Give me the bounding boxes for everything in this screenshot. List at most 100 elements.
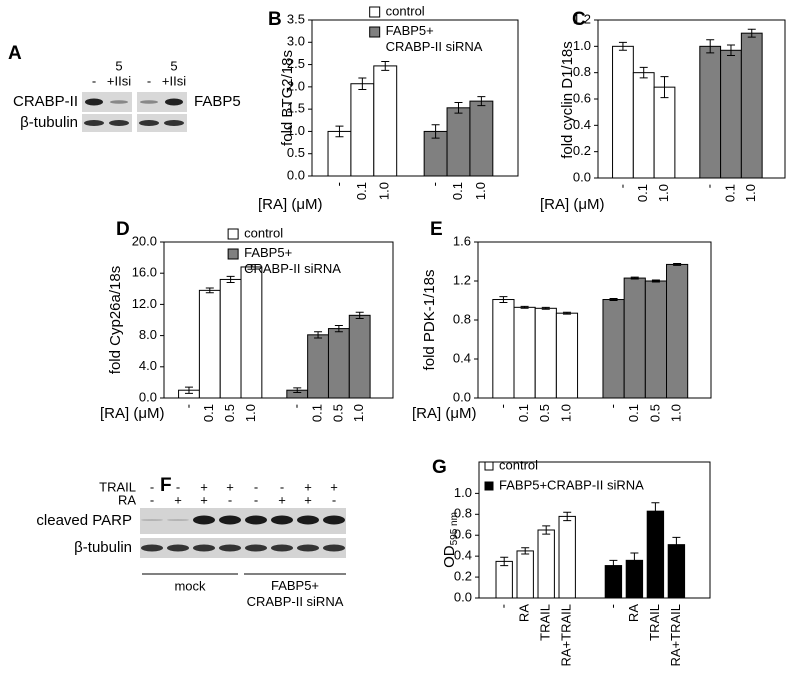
group-label: mock (174, 578, 206, 593)
condition-sign: + (278, 492, 286, 507)
bar (240, 266, 263, 399)
x-tick-label: 1.0 (351, 404, 366, 422)
lane-label: 5 (170, 58, 177, 73)
band (167, 519, 189, 521)
error-bar (454, 101, 463, 114)
bar (219, 278, 242, 399)
y-tick-label: 0.5 (287, 145, 305, 160)
bar (699, 45, 722, 179)
bar (495, 560, 513, 599)
y-tick-label: 1.0 (287, 123, 305, 138)
y-tick-label: 0.4 (454, 548, 472, 563)
error-bar (651, 502, 660, 521)
condition-sign: + (304, 479, 312, 494)
y-tick-label: 12.0 (132, 296, 157, 311)
band (271, 515, 293, 525)
error-bar (541, 306, 550, 310)
y-tick-label: 0.8 (573, 64, 591, 79)
x-tick-label: 0.5 (330, 404, 345, 422)
bar (373, 65, 398, 177)
bar (469, 100, 494, 177)
y-tick-label: 3.0 (287, 34, 305, 49)
x-tick-label: - (496, 604, 511, 608)
condition-sign: - (254, 479, 258, 494)
bar (327, 328, 350, 399)
error-bar (673, 262, 682, 266)
error-bar (747, 28, 756, 38)
x-tick-label: 1.0 (669, 404, 684, 422)
band (219, 515, 241, 525)
y-tick-label: 0.0 (573, 169, 591, 184)
x-tick-label: - (605, 404, 620, 408)
condition-sign: + (226, 479, 234, 494)
x-tick-label: 0.1 (450, 182, 465, 200)
error-bar (618, 41, 627, 51)
y-tick-label: 3.5 (287, 11, 305, 26)
band (193, 515, 215, 525)
bar (350, 83, 375, 177)
panel-letter: F (160, 475, 172, 496)
band (139, 120, 159, 126)
x-tick-label: - (289, 404, 304, 408)
legend-line: CRABP-II siRNA (244, 261, 341, 276)
legend-line: FABP5+ (244, 245, 292, 260)
bar (513, 306, 536, 399)
bar (623, 277, 646, 399)
legend-label: FABP5+CRABP-II siRNA (386, 23, 483, 54)
bar (534, 307, 557, 399)
x-axis-label: [RA] (μM) (412, 405, 476, 422)
x-tick-label: 1.0 (743, 184, 758, 202)
y-tick-label: 0.2 (573, 143, 591, 158)
bar (632, 72, 655, 179)
band (141, 544, 163, 552)
y-axis-label: OD595 nm (441, 512, 460, 568)
x-tick-label: 0.5 (647, 404, 662, 422)
panel-letter: E (430, 219, 443, 240)
legend-swatch (484, 461, 494, 471)
error-bar (293, 387, 302, 394)
x-tick-label: RA+TRAIL (668, 604, 683, 667)
bar (492, 299, 515, 399)
legend-swatch (227, 228, 239, 240)
band (110, 100, 128, 104)
legend-label: control (386, 3, 425, 18)
bar (602, 299, 625, 399)
x-tick-label: RA (517, 604, 532, 622)
y-tick-label: 1.2 (573, 11, 591, 26)
plot-frame (163, 241, 394, 399)
y-axis-label: fold PDK-1/18s (421, 270, 438, 371)
band (84, 120, 104, 126)
x-tick-label: 0.1 (354, 182, 369, 200)
band (167, 544, 189, 552)
error-bar (562, 311, 571, 315)
bar (516, 550, 534, 599)
band (165, 98, 183, 106)
band (323, 544, 345, 552)
row-label: cleaved PARP (36, 512, 132, 529)
x-tick-label: 0.1 (635, 184, 650, 202)
error-bar (542, 525, 551, 535)
legend-swatch (369, 26, 381, 38)
band (193, 544, 215, 552)
error-bar (247, 264, 256, 270)
x-tick-label: - (614, 184, 629, 188)
lane-label: +IIsi (162, 73, 186, 88)
error-bar (355, 311, 364, 319)
bar (644, 280, 668, 399)
y-axis-label-sub: 595 nm (449, 512, 460, 545)
lane-label: +IIsi (107, 73, 131, 88)
row-label: β-tubulin (20, 114, 78, 131)
legend-label: FABP5+CRABP-II siRNA (499, 477, 644, 492)
error-bar (335, 125, 344, 138)
panel-letter: A (8, 43, 22, 64)
band (164, 120, 184, 126)
y-axis-label: fold Cyp26a/18s (107, 266, 124, 374)
legend-label: control (499, 457, 538, 472)
plot-frame (478, 461, 711, 599)
band (245, 515, 267, 525)
row-label: CRABP-II (13, 93, 78, 110)
band (140, 100, 158, 104)
x-tick-label: - (702, 184, 717, 188)
y-tick-label: 0.6 (573, 90, 591, 105)
error-bar (520, 305, 529, 309)
